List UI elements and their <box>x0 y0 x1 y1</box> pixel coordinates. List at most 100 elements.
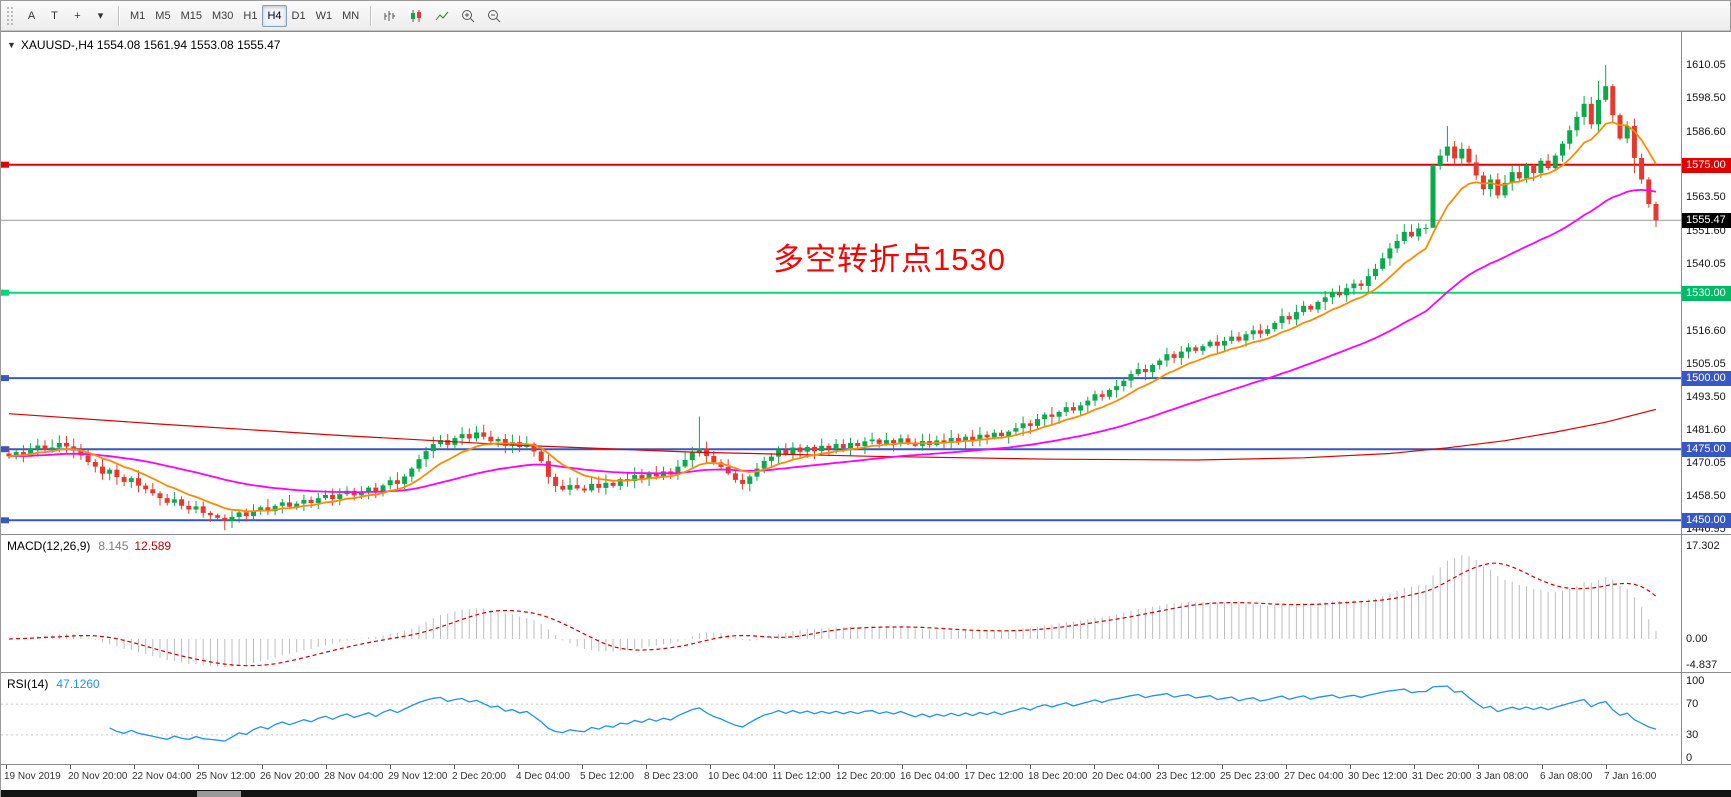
hline-anchor <box>1 289 9 296</box>
collapse-icon[interactable]: ▼ <box>7 40 16 50</box>
rsi-chart <box>1 685 1681 742</box>
macd-label: MACD(12,26,9) 8.145 12.589 <box>7 539 171 553</box>
time-axis-tick <box>1286 765 1287 769</box>
time-axis-tick <box>902 765 903 769</box>
time-axis-tick <box>582 765 583 769</box>
chart-title-text: XAUUSD-,H4 1554.08 1561.94 1553.08 1555.… <box>20 38 281 52</box>
rsi-tick-label: 30 <box>1686 729 1699 741</box>
chart-annotation[interactable]: 多空转折点1530 <box>773 242 1006 277</box>
price-tick-label: 1470.05 <box>1686 457 1726 469</box>
time-axis-tick <box>710 765 711 769</box>
ma-long-line <box>8 408 1657 461</box>
macd-tick-label: 0.00 <box>1686 633 1708 645</box>
toolbar-grip[interactable] <box>6 5 15 26</box>
zoom-in-icon[interactable] <box>455 5 481 27</box>
time-axis-label: 6 Jan 08:00 <box>1540 771 1593 782</box>
text-tool-button[interactable]: T <box>51 9 58 22</box>
macd-tick-label: -4.837 <box>1686 659 1718 671</box>
time-axis-tick <box>1094 765 1095 769</box>
timeframe-button-mn[interactable]: MN <box>342 9 360 22</box>
macd-name: MACD(12,26,9) <box>7 539 91 553</box>
time-axis-tick <box>1350 765 1351 769</box>
timeframe-button-m15[interactable]: M15 <box>180 9 202 22</box>
macd-panel: MACD(12,26,9) 8.145 12.589 17.302 0.00 -4.83… <box>1 534 1731 672</box>
price-chart-panel: ▼ XAUUSD-,H4 1554.08 1561.94 1553.08 155… <box>1 31 1731 534</box>
time-axis-tick <box>774 765 775 769</box>
time-axis-tick <box>70 765 71 769</box>
zoom-out-icon[interactable] <box>481 5 507 27</box>
time-axis-tick <box>326 765 327 769</box>
time-axis[interactable]: 19 Nov 2019 20 Nov 20:00 22 Nov 04:00 25 No… <box>1 764 1731 790</box>
bottom-strip <box>1 790 1731 797</box>
time-axis-label: 4 Dec 04:00 <box>516 771 570 782</box>
chart-plot[interactable] <box>1 32 1681 534</box>
macd-scale[interactable]: 17.302 0.00 -4.837 <box>1681 535 1731 672</box>
time-axis-tick <box>262 765 263 769</box>
price-badge-1575.00: 1575.00 <box>1682 158 1731 173</box>
time-axis-label: 23 Dec 12:00 <box>1156 771 1216 782</box>
price-badge-1530.00: 1530.00 <box>1682 286 1731 301</box>
time-axis-label: 26 Nov 20:00 <box>260 771 320 782</box>
time-axis-tick <box>1414 765 1415 769</box>
time-axis-label: 12 Dec 20:00 <box>836 771 896 782</box>
time-axis-label: 22 Nov 04:00 <box>132 771 192 782</box>
time-axis-label: 3 Jan 08:00 <box>1476 771 1529 782</box>
time-axis-tick <box>1606 765 1607 769</box>
macd-tick-label: 17.302 <box>1686 540 1720 552</box>
time-axis-label: 31 Dec 20:00 <box>1412 771 1472 782</box>
price-badge-1500.00: 1500.00 <box>1682 371 1731 386</box>
rsi-scale[interactable]: 100 70 30 0 <box>1681 673 1731 764</box>
time-axis-label: 30 Dec 12:00 <box>1348 771 1408 782</box>
timeframe-button-m5[interactable]: M5 <box>155 9 171 22</box>
arrow-tools-dropdown-button[interactable]: ▾ <box>97 10 104 22</box>
macd-plot[interactable] <box>1 535 1681 672</box>
rsi-panel: RSI(14) 47.1260 100 70 30 0 <box>1 672 1731 764</box>
time-axis-tick <box>1030 765 1031 769</box>
price-tick-label: 1505.05 <box>1686 358 1726 370</box>
time-axis-tick <box>1222 765 1223 769</box>
time-axis-tick <box>454 765 455 769</box>
time-axis-label: 2 Dec 20:00 <box>452 771 506 782</box>
time-axis-label: 27 Dec 04:00 <box>1284 771 1344 782</box>
time-axis-label: 28 Nov 04:00 <box>324 771 384 782</box>
time-axis-label: 20 Dec 04:00 <box>1092 771 1152 782</box>
time-axis-label: 7 Jan 16:00 <box>1604 771 1657 782</box>
timeframe-button-h1[interactable]: H1 <box>243 9 258 22</box>
price-tick-label: 1540.05 <box>1686 258 1726 270</box>
timeframe-button-h4[interactable]: H4 <box>262 4 287 27</box>
price-tick-label: 1458.50 <box>1686 490 1726 502</box>
macd-chart <box>8 555 1657 668</box>
ma-slow-line <box>8 188 1657 493</box>
timeframe-button-m1[interactable]: M1 <box>130 9 146 22</box>
price-tick-label: 1598.50 <box>1686 92 1726 104</box>
timeframe-button-d1[interactable]: D1 <box>291 9 306 22</box>
price-tick-label: 1563.50 <box>1686 191 1726 203</box>
rsi-name: RSI(14) <box>7 677 49 691</box>
rsi-tick-label: 0 <box>1686 752 1693 764</box>
rsi-tick-label: 100 <box>1686 675 1705 687</box>
time-axis-label: 20 Nov 20:00 <box>68 771 128 782</box>
hline-anchor <box>1 161 9 168</box>
timeframe-button-w1[interactable]: W1 <box>315 9 333 22</box>
toolbar-separator <box>370 5 372 26</box>
price-tick-label: 1446.95 <box>1686 523 1726 534</box>
chart-toolbar <box>377 5 507 27</box>
rsi-plot[interactable] <box>1 673 1681 764</box>
time-axis-tick <box>134 765 135 769</box>
time-axis-label: 18 Dec 20:00 <box>1028 771 1088 782</box>
time-axis-label: 25 Nov 12:00 <box>196 771 256 782</box>
time-axis-label: 5 Dec 12:00 <box>580 771 634 782</box>
line-chart-icon[interactable] <box>429 5 455 27</box>
price-scale[interactable]: 1610.05 1598.50 1586.60 1563.50 1551.60 1540.… <box>1681 32 1731 534</box>
time-axis-tick <box>646 765 647 769</box>
text-label-tool-button[interactable]: A <box>27 9 36 22</box>
bar-chart-icon[interactable] <box>377 5 403 27</box>
time-axis-label: 11 Dec 12:00 <box>772 771 831 782</box>
time-axis-label: 19 Nov 2019 <box>4 771 61 782</box>
chart-title: ▼ XAUUSD-,H4 1554.08 1561.94 1553.08 155… <box>7 38 280 52</box>
candlestick-icon[interactable] <box>403 5 429 27</box>
price-badge-1555.47: 1555.47 <box>1682 213 1731 228</box>
timeframe-button-m30[interactable]: M30 <box>211 9 234 22</box>
crosshair-tool-button[interactable]: + <box>74 9 81 22</box>
time-axis-tick <box>518 765 519 769</box>
